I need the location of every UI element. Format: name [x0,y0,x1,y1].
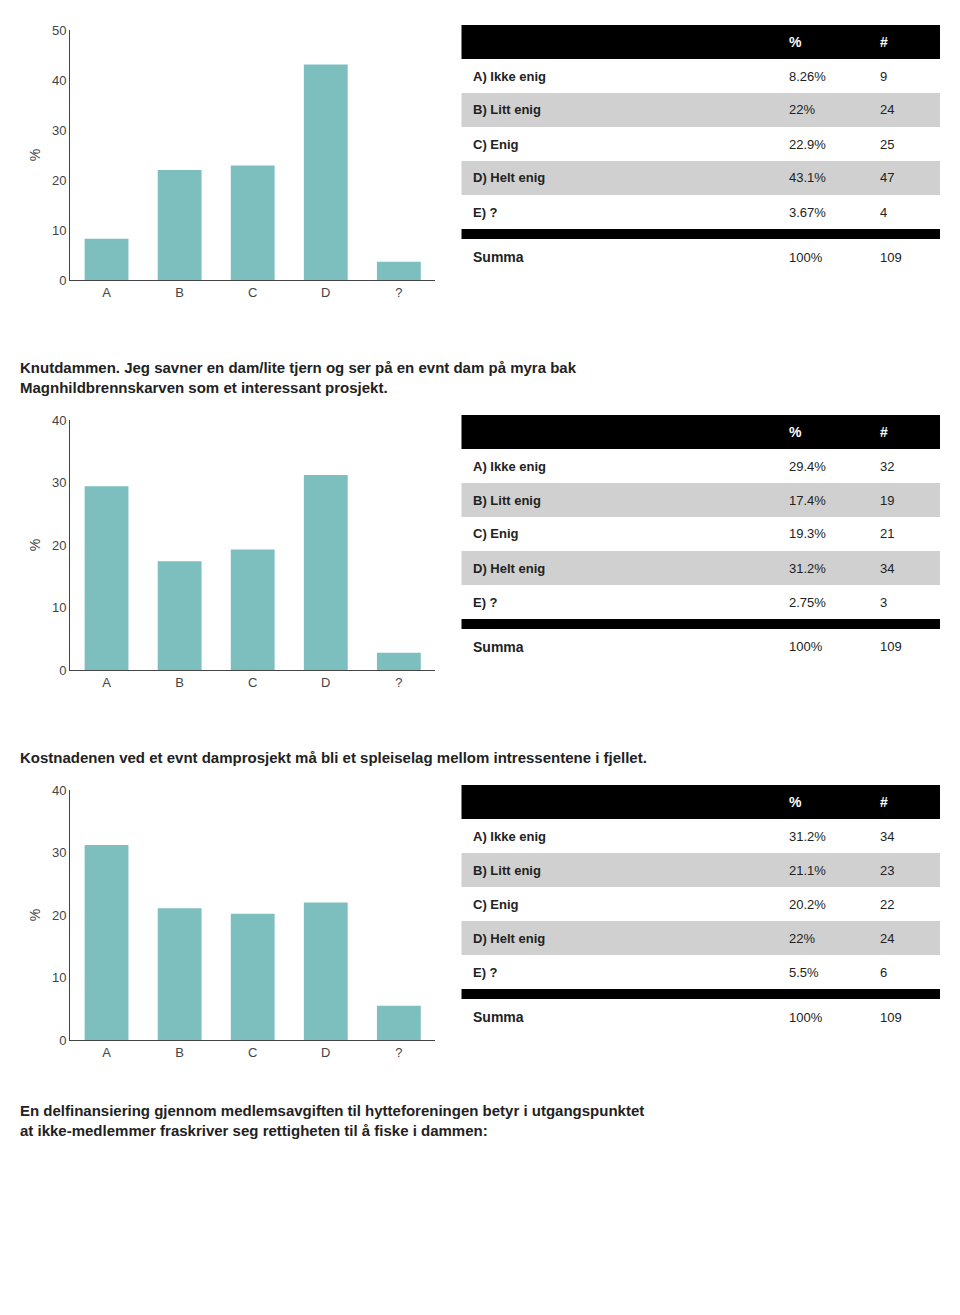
svg-text:B) Litt enig: B) Litt enig [473,102,541,117]
svg-text:3: 3 [880,595,887,610]
svg-text:19: 19 [880,493,894,508]
svg-text:?: ? [395,1045,402,1060]
svg-text:50: 50 [52,23,66,38]
svg-text:109: 109 [880,1010,902,1025]
svg-text:C) Enig: C) Enig [473,526,519,541]
svg-text:31.2%: 31.2% [789,829,826,844]
svg-text:10: 10 [52,970,66,985]
svg-text:B: B [175,1045,184,1060]
svg-text:4: 4 [880,205,887,220]
svg-text:%: % [789,794,802,810]
svg-text:6: 6 [880,965,887,980]
svg-text:D) Helt enig: D) Helt enig [473,561,545,576]
svg-text:0: 0 [59,663,66,678]
svg-text:40: 40 [52,413,66,428]
svg-text:22%: 22% [789,102,815,117]
svg-text:%: % [27,909,43,921]
svg-text:A) Ikke enig: A) Ikke enig [473,459,546,474]
svg-text:100%: 100% [789,639,823,654]
svg-text:D: D [321,285,330,300]
svg-text:?: ? [395,285,402,300]
svg-text:30: 30 [52,845,66,860]
svg-text:D: D [321,675,330,690]
svg-text:10: 10 [52,223,66,238]
svg-text:B) Litt enig: B) Litt enig [473,863,541,878]
svg-text:C: C [248,1045,257,1060]
svg-text:A: A [102,1045,111,1060]
svg-text:25: 25 [880,137,894,152]
svg-text:%: % [27,539,43,551]
svg-text:20.2%: 20.2% [789,897,826,912]
svg-text:Summa: Summa [473,1009,524,1025]
svg-text:109: 109 [880,639,902,654]
svg-text:D: D [321,1045,330,1060]
svg-text:47: 47 [880,170,894,185]
svg-text:A: A [102,285,111,300]
svg-text:20: 20 [52,908,66,923]
svg-text:C: C [248,285,257,300]
svg-text:0: 0 [59,1033,66,1048]
svg-text:5.5%: 5.5% [789,965,819,980]
svg-text:21.1%: 21.1% [789,863,826,878]
svg-text:A: A [102,675,111,690]
svg-text:40: 40 [52,73,66,88]
svg-text:20: 20 [52,173,66,188]
svg-text:Summa: Summa [473,249,524,265]
svg-text:22%: 22% [789,931,815,946]
svg-text:100%: 100% [789,1010,823,1025]
svg-text:%: % [789,34,802,50]
svg-text:%: % [789,424,802,440]
svg-text:9: 9 [880,69,887,84]
svg-text:2.75%: 2.75% [789,595,826,610]
svg-text:22.9%: 22.9% [789,137,826,152]
svg-text:22: 22 [880,897,894,912]
svg-text:Kostnadenen ved et evnt dampro: Kostnadenen ved et evnt damprosjekt må b… [20,749,647,766]
svg-text:E) ?: E) ? [473,205,498,220]
svg-text:34: 34 [880,561,894,576]
svg-text:43.1%: 43.1% [789,170,826,185]
svg-text:10: 10 [52,600,66,615]
svg-text:A) Ikke enig: A) Ikke enig [473,829,546,844]
svg-text:Summa: Summa [473,639,524,655]
svg-text:D) Helt enig: D) Helt enig [473,931,545,946]
svg-text:En delfinansiering gjennom med: En delfinansiering gjennom medlemsavgift… [20,1102,644,1139]
svg-text:29.4%: 29.4% [789,459,826,474]
svg-text:30: 30 [52,123,66,138]
svg-text:23: 23 [880,863,894,878]
svg-text:109: 109 [880,250,902,265]
svg-text:C: C [248,675,257,690]
svg-text:?: ? [395,675,402,690]
svg-text:31.2%: 31.2% [789,561,826,576]
svg-text:Knutdammen. Jeg savner en dam/: Knutdammen. Jeg savner en dam/lite tjern… [20,359,577,396]
svg-text:8.26%: 8.26% [789,69,826,84]
svg-text:32: 32 [880,459,894,474]
svg-text:30: 30 [52,475,66,490]
svg-text:%: % [27,149,43,161]
svg-text:E) ?: E) ? [473,965,498,980]
svg-text:20: 20 [52,538,66,553]
svg-text:#: # [880,34,888,50]
svg-text:34: 34 [880,829,894,844]
svg-text:17.4%: 17.4% [789,493,826,508]
svg-text:40: 40 [52,783,66,798]
svg-text:0: 0 [59,273,66,288]
svg-text:21: 21 [880,526,894,541]
svg-text:B: B [175,285,184,300]
svg-text:C) Enig: C) Enig [473,137,519,152]
svg-text:C) Enig: C) Enig [473,897,519,912]
svg-text:D) Helt enig: D) Helt enig [473,170,545,185]
svg-text:100%: 100% [789,250,823,265]
svg-text:24: 24 [880,102,894,117]
svg-text:A) Ikke enig: A) Ikke enig [473,69,546,84]
svg-text:B: B [175,675,184,690]
svg-text:19.3%: 19.3% [789,526,826,541]
svg-text:E) ?: E) ? [473,595,498,610]
svg-text:#: # [880,424,888,440]
svg-text:#: # [880,794,888,810]
svg-text:B) Litt enig: B) Litt enig [473,493,541,508]
svg-text:24: 24 [880,931,894,946]
svg-text:3.67%: 3.67% [789,205,826,220]
